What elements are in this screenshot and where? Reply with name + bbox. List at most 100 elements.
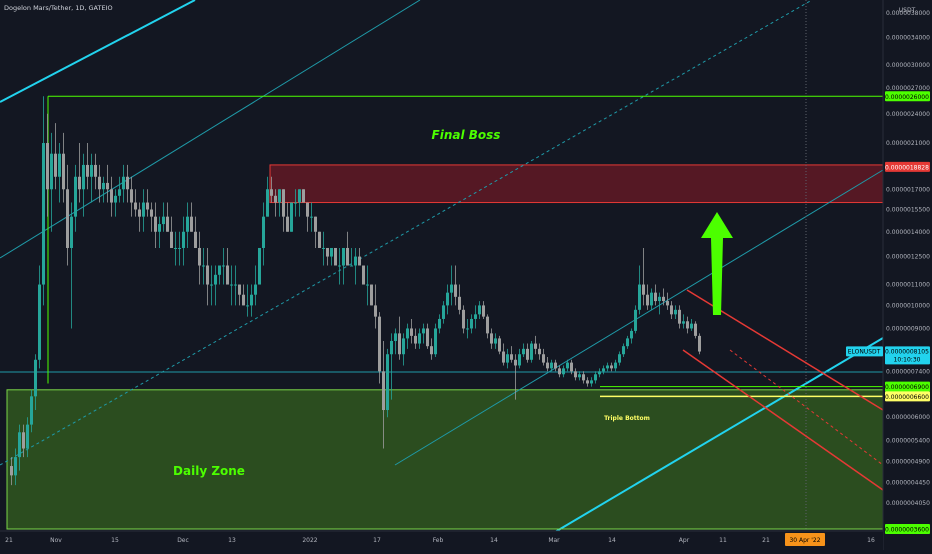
candle-body[interactable] bbox=[226, 265, 229, 285]
candle-body[interactable] bbox=[278, 189, 281, 203]
candle-body[interactable] bbox=[206, 265, 209, 285]
candle-body[interactable] bbox=[530, 343, 533, 360]
candle-body[interactable] bbox=[622, 346, 625, 355]
candle-body[interactable] bbox=[98, 176, 101, 190]
candle-body[interactable] bbox=[262, 216, 265, 248]
candle-body[interactable] bbox=[586, 380, 589, 384]
candle-body[interactable] bbox=[134, 202, 137, 210]
candle-body[interactable] bbox=[522, 348, 525, 355]
candle-body[interactable] bbox=[14, 457, 17, 476]
candle-body[interactable] bbox=[230, 284, 233, 286]
candle-body[interactable] bbox=[570, 362, 573, 372]
candle-body[interactable] bbox=[502, 351, 505, 363]
candle-body[interactable] bbox=[50, 153, 53, 190]
candle-body[interactable] bbox=[190, 216, 193, 232]
candle-body[interactable] bbox=[658, 296, 661, 302]
candle-body[interactable] bbox=[578, 374, 581, 378]
candle-body[interactable] bbox=[166, 216, 169, 232]
candle-body[interactable] bbox=[698, 335, 701, 352]
candle-body[interactable] bbox=[446, 292, 449, 306]
candle-body[interactable] bbox=[126, 176, 129, 190]
candle-body[interactable] bbox=[478, 305, 481, 315]
candle-body[interactable] bbox=[558, 368, 561, 375]
candle-body[interactable] bbox=[150, 209, 153, 217]
candle-body[interactable] bbox=[290, 202, 293, 232]
candle-body[interactable] bbox=[350, 265, 353, 267]
candle-body[interactable] bbox=[458, 296, 461, 310]
candle-body[interactable] bbox=[438, 318, 441, 329]
candle-body[interactable] bbox=[654, 292, 657, 302]
candle-body[interactable] bbox=[142, 202, 145, 217]
candle-body[interactable] bbox=[298, 189, 301, 203]
candle-body[interactable] bbox=[34, 359, 37, 397]
candle-body[interactable] bbox=[194, 231, 197, 248]
candle-body[interactable] bbox=[306, 202, 309, 217]
candle-body[interactable] bbox=[646, 294, 649, 306]
candle-body[interactable] bbox=[146, 202, 149, 210]
candle-body[interactable] bbox=[462, 309, 465, 329]
candle-body[interactable] bbox=[250, 294, 253, 306]
candle-body[interactable] bbox=[342, 247, 345, 266]
candle-body[interactable] bbox=[662, 296, 665, 302]
candle-body[interactable] bbox=[410, 328, 413, 336]
candle-body[interactable] bbox=[366, 284, 369, 286]
candle-body[interactable] bbox=[670, 305, 673, 315]
candle-body[interactable] bbox=[78, 176, 81, 190]
candle-body[interactable] bbox=[202, 265, 205, 267]
candle-body[interactable] bbox=[466, 328, 469, 330]
candle-body[interactable] bbox=[550, 362, 553, 369]
candle-body[interactable] bbox=[266, 189, 269, 217]
candle-body[interactable] bbox=[582, 374, 585, 381]
candle-body[interactable] bbox=[486, 316, 489, 334]
candle-body[interactable] bbox=[470, 318, 473, 329]
candle-body[interactable] bbox=[450, 284, 453, 293]
candle-body[interactable] bbox=[630, 330, 633, 339]
candle-body[interactable] bbox=[518, 354, 521, 366]
candle-body[interactable] bbox=[182, 231, 185, 248]
candle-body[interactable] bbox=[158, 224, 161, 232]
candle-body[interactable] bbox=[514, 359, 517, 366]
candle-body[interactable] bbox=[374, 305, 377, 317]
candle-body[interactable] bbox=[422, 328, 425, 334]
candle-body[interactable] bbox=[326, 247, 329, 257]
candle-body[interactable] bbox=[358, 256, 361, 266]
candle-body[interactable] bbox=[178, 247, 181, 249]
candle-body[interactable] bbox=[498, 338, 501, 352]
candle-body[interactable] bbox=[302, 189, 305, 203]
candle-body[interactable] bbox=[94, 164, 97, 177]
candle-body[interactable] bbox=[186, 216, 189, 232]
candle-body[interactable] bbox=[54, 153, 57, 177]
candle-body[interactable] bbox=[62, 153, 65, 190]
candle-body[interactable] bbox=[82, 164, 85, 190]
candle-body[interactable] bbox=[494, 338, 497, 344]
candle-body[interactable] bbox=[398, 333, 401, 355]
candle-body[interactable] bbox=[210, 284, 213, 286]
candle-body[interactable] bbox=[442, 305, 445, 319]
candle-body[interactable] bbox=[294, 202, 297, 204]
candle-body[interactable] bbox=[566, 362, 569, 369]
candle-body[interactable] bbox=[242, 294, 245, 306]
candle-body[interactable] bbox=[26, 424, 29, 449]
candle-body[interactable] bbox=[38, 284, 41, 360]
candle-body[interactable] bbox=[554, 362, 557, 369]
candle-body[interactable] bbox=[122, 176, 125, 190]
candle-body[interactable] bbox=[110, 189, 113, 203]
candle-body[interactable] bbox=[354, 256, 357, 266]
candle-body[interactable] bbox=[114, 195, 117, 203]
candle-body[interactable] bbox=[434, 328, 437, 355]
candle-body[interactable] bbox=[130, 189, 133, 203]
candle-body[interactable] bbox=[86, 164, 89, 177]
candle-body[interactable] bbox=[154, 216, 157, 232]
candle-body[interactable] bbox=[258, 247, 261, 285]
candle-body[interactable] bbox=[430, 346, 433, 355]
candle-body[interactable] bbox=[386, 354, 389, 411]
candle-body[interactable] bbox=[90, 164, 93, 177]
candle-body[interactable] bbox=[234, 284, 237, 286]
candle-body[interactable] bbox=[546, 362, 549, 369]
candle-body[interactable] bbox=[74, 176, 77, 217]
candle-body[interactable] bbox=[690, 323, 693, 329]
candle-body[interactable] bbox=[22, 432, 25, 449]
candle-body[interactable] bbox=[414, 335, 417, 344]
candle-body[interactable] bbox=[638, 284, 641, 310]
